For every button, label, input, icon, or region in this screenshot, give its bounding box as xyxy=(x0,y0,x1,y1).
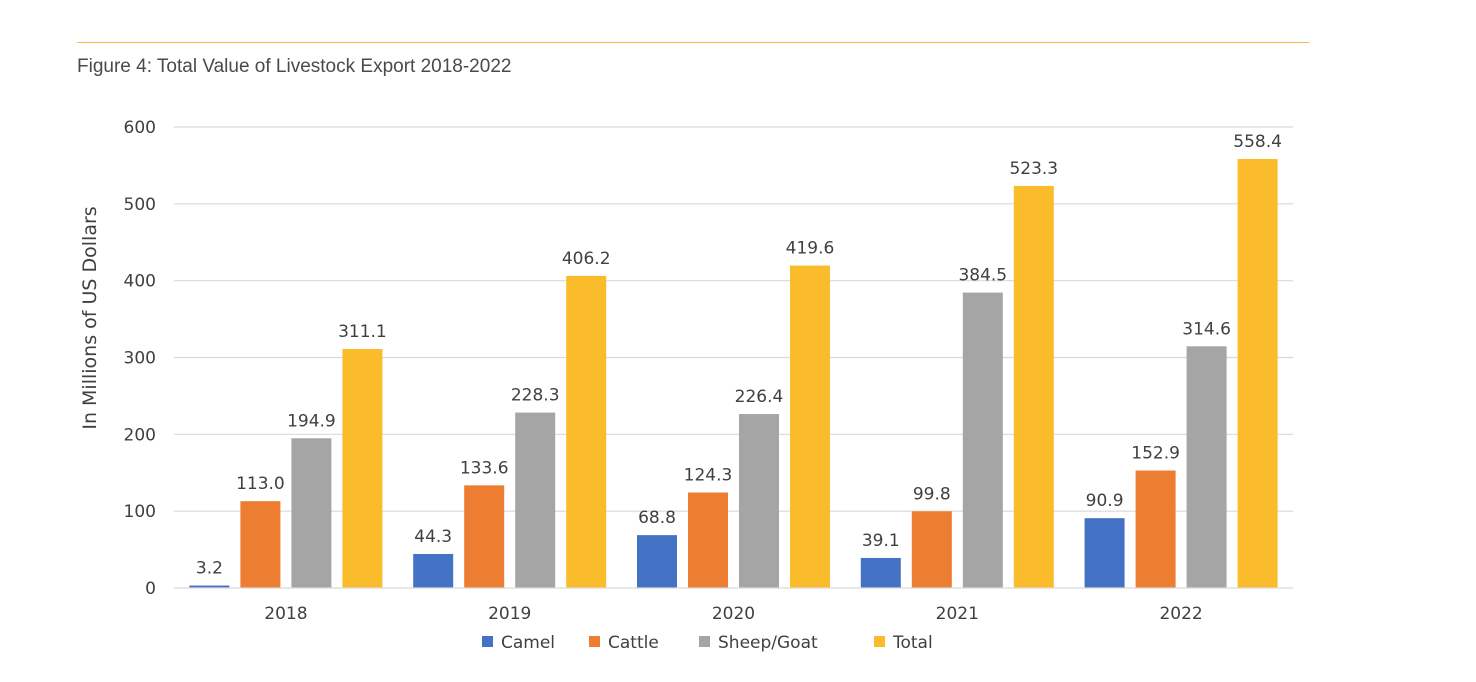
bar-cattle-2019 xyxy=(464,485,505,588)
bar-sheep-goat-2019 xyxy=(515,412,556,588)
y-axis-ticks: 0 100 200 300 400 500 600 xyxy=(124,118,156,599)
bar-camel-2020 xyxy=(637,535,677,588)
legend-swatch-camel xyxy=(482,636,493,647)
data-label: 3.2 xyxy=(196,559,223,579)
data-label: 228.3 xyxy=(511,386,560,406)
data-label: 39.1 xyxy=(862,531,900,551)
data-label: 133.6 xyxy=(460,458,509,478)
y-tick-label: 400 xyxy=(124,272,156,292)
data-label: 311.1 xyxy=(338,322,387,342)
data-label: 113.0 xyxy=(236,474,285,494)
legend-swatch-cattle xyxy=(589,636,600,647)
bar-cattle-2021 xyxy=(911,511,952,588)
bar-sheep-goat-2020 xyxy=(739,414,779,588)
title-rule xyxy=(77,42,1309,43)
legend-label: Camel xyxy=(501,633,555,653)
data-label: 90.9 xyxy=(1086,491,1124,511)
y-tick-label: 300 xyxy=(124,349,156,369)
bar-total-2019 xyxy=(566,275,607,588)
legend-label: Cattle xyxy=(608,633,659,653)
bar-camel-2022 xyxy=(1084,518,1125,588)
y-axis-label: In Millions of US Dollars xyxy=(79,206,101,429)
x-tick-label: 2022 xyxy=(1159,604,1202,624)
bar-sheep-goat-2018 xyxy=(291,438,332,588)
x-tick-label: 2021 xyxy=(936,604,979,624)
gridlines xyxy=(174,126,1293,512)
x-tick-label: 2018 xyxy=(264,604,307,624)
data-label: 152.9 xyxy=(1131,444,1180,464)
data-labels: 3.2 113.0 194.9 311.1 44.3 133.6 228.3 406.2 68.… xyxy=(196,132,1282,579)
bar-camel-2018 xyxy=(189,585,230,588)
data-label: 68.8 xyxy=(638,508,676,528)
bar-sheep-goat-2021 xyxy=(962,292,1003,588)
legend-label: Total xyxy=(892,633,933,653)
bar-camel-2019 xyxy=(413,553,454,588)
bar-total-2018 xyxy=(342,348,383,588)
data-label: 384.5 xyxy=(958,266,1007,286)
data-label: 419.6 xyxy=(786,239,835,259)
x-axis-ticks: 2018 2019 2020 2021 2022 xyxy=(264,604,1202,624)
data-label: 558.4 xyxy=(1233,132,1282,152)
y-tick-label: 200 xyxy=(124,425,156,445)
data-label: 44.3 xyxy=(414,527,452,547)
data-label: 406.2 xyxy=(562,249,611,269)
data-label: 194.9 xyxy=(287,411,336,431)
bar-cattle-2018 xyxy=(240,501,281,588)
bars xyxy=(189,158,1278,589)
legend: Camel Cattle Sheep/Goat Total xyxy=(482,633,933,653)
x-tick-label: 2019 xyxy=(488,604,531,624)
data-label: 226.4 xyxy=(735,387,784,407)
bar-sheep-goat-2022 xyxy=(1186,346,1227,588)
bar-total-2022 xyxy=(1237,158,1278,589)
y-tick-label: 600 xyxy=(124,118,156,138)
y-tick-label: 500 xyxy=(124,195,156,215)
legend-swatch-sheep-goat xyxy=(699,636,710,647)
data-label: 124.3 xyxy=(684,465,733,485)
bar-cattle-2022 xyxy=(1135,470,1176,588)
bar-cattle-2020 xyxy=(688,492,728,588)
y-tick-label: 100 xyxy=(124,502,156,522)
x-tick-label: 2020 xyxy=(712,604,755,624)
bar-camel-2021 xyxy=(860,557,901,588)
data-label: 99.8 xyxy=(913,484,951,504)
data-label: 523.3 xyxy=(1009,159,1058,179)
y-tick-label: 0 xyxy=(145,579,156,599)
data-label: 314.6 xyxy=(1182,319,1231,339)
bar-total-2021 xyxy=(1013,185,1054,589)
legend-label: Sheep/Goat xyxy=(718,633,818,653)
figure-title: Figure 4: Total Value of Livestock Expor… xyxy=(77,56,512,77)
legend-swatch-total xyxy=(874,636,885,647)
bar-total-2020 xyxy=(790,265,830,588)
